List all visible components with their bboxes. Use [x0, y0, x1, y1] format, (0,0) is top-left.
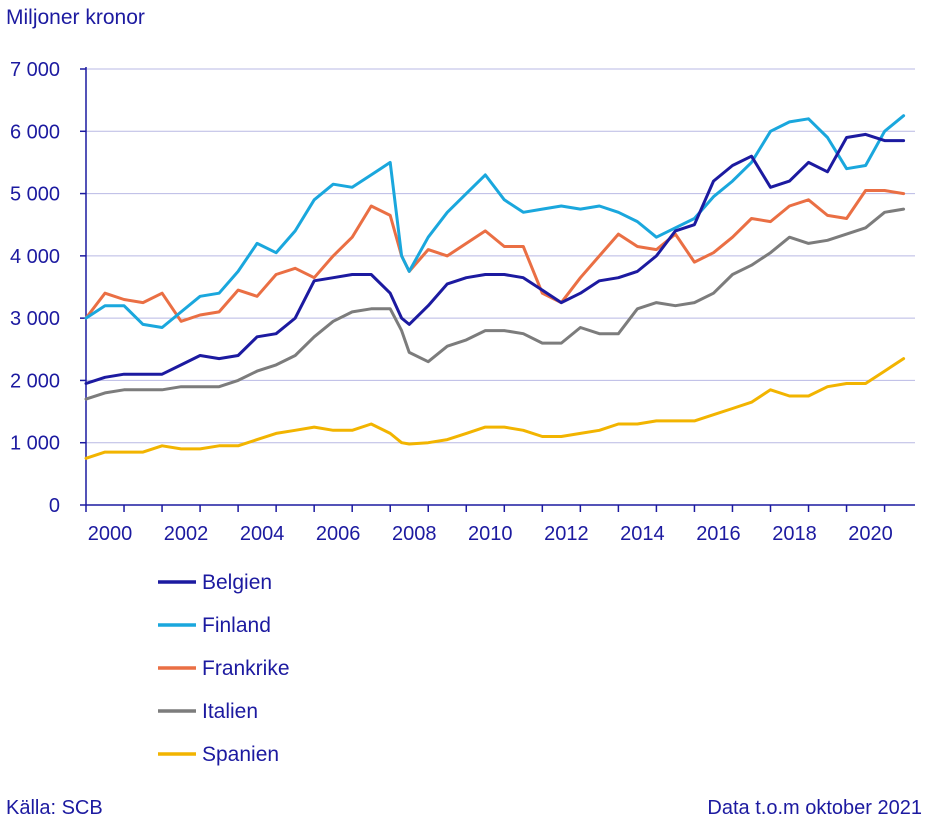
x-tick-label: 2010 [468, 523, 513, 545]
x-tick-labels: 2000 2002 2004 2006 2008 2010 2012 2014 2016 2018… [88, 523, 893, 545]
y-tick-labels: 0 1 000 2 000 3 000 4 000 5 000 6 000 7 000 [10, 59, 60, 517]
y-tick-label: 5 000 [10, 184, 60, 206]
x-tick-label: 2008 [392, 523, 437, 545]
source-note: Källa: SCB [6, 797, 103, 819]
x-tick-label: 2014 [620, 523, 665, 545]
x-tick-label: 2020 [848, 523, 893, 545]
legend: Belgien Finland Frankrike Italien Spanien [158, 571, 290, 766]
series-line-spanien [84, 357, 906, 460]
y-tick-label: 7 000 [10, 59, 60, 81]
x-tick-label: 2002 [164, 523, 209, 545]
x-tick-label: 2006 [316, 523, 361, 545]
y-tick-label: 6 000 [10, 121, 60, 143]
series-lines [84, 114, 906, 460]
x-tick-label: 2004 [240, 523, 285, 545]
legend-label-spanien: Spanien [202, 743, 279, 766]
x-tick-label: 2000 [88, 523, 133, 545]
legend-label-belgien: Belgien [202, 571, 272, 594]
x-tick-label: 2012 [544, 523, 589, 545]
y-tick-label: 0 [49, 495, 60, 517]
line-chart: 0 1 000 2 000 3 000 4 000 5 000 6 000 7 000 200… [10, 59, 915, 766]
axes [80, 67, 915, 512]
y-tick-label: 1 000 [10, 433, 60, 455]
y-tick-label: 4 000 [10, 246, 60, 268]
legend-label-italien: Italien [202, 700, 258, 723]
y-tick-label: 3 000 [10, 308, 60, 330]
x-tick-label: 2018 [772, 523, 817, 545]
legend-label-finland: Finland [202, 614, 271, 637]
series-line-italien [84, 207, 906, 401]
y-axis-title: Miljoner kronor [6, 6, 145, 29]
series-line-finland [84, 114, 906, 329]
legend-label-frankrike: Frankrike [202, 657, 290, 680]
data-period-note: Data t.o.m oktober 2021 [707, 797, 922, 819]
y-tick-label: 2 000 [10, 370, 60, 392]
x-tick-label: 2016 [696, 523, 741, 545]
series-line-belgien [84, 132, 906, 385]
series-line-frankrike [84, 189, 906, 323]
